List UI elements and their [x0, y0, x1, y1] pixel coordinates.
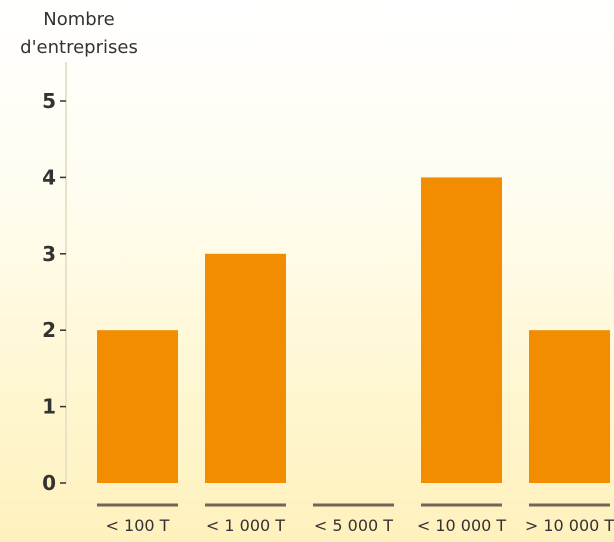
x-tick-label: > 10 000 T: [525, 516, 614, 535]
bar: [205, 253, 286, 483]
x-tick-label: < 100 T: [106, 516, 170, 535]
y-axis-label-line-1: Nombre: [43, 9, 115, 30]
y-tick-label: 5: [42, 89, 56, 113]
bar: [529, 330, 610, 483]
y-tick-label: 2: [42, 318, 56, 342]
plot-layer: 0 1 2 3 4 5 < 100 T < 1 000 T < 5 000 T < 10 000 …: [42, 62, 614, 535]
x-tick-label: < 5 000 T: [314, 516, 393, 535]
bar: [97, 330, 178, 483]
y-tick-label: 3: [42, 242, 56, 266]
x-tick-label: < 1 000 T: [206, 516, 285, 535]
y-tick-label: 4: [42, 165, 56, 189]
y-tick-label: 0: [42, 471, 56, 495]
bar: [421, 177, 502, 483]
y-axis-label-line-2: d'entreprises: [20, 37, 138, 58]
y-tick-label: 1: [42, 395, 56, 419]
x-tick-label: < 10 000 T: [417, 516, 507, 535]
